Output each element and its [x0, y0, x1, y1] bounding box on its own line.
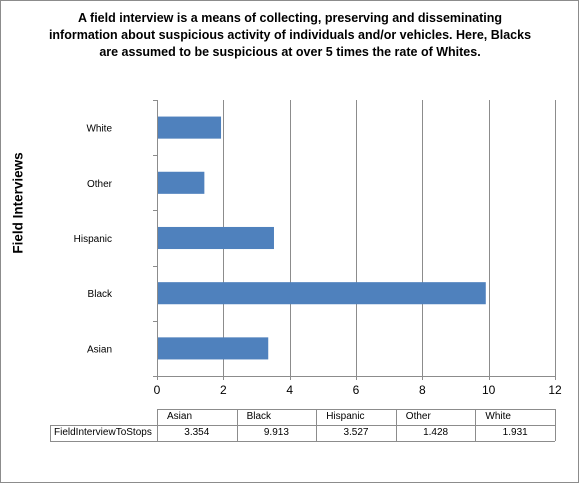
bar-other: [158, 171, 205, 194]
chart-title-line-1: A field interview is a means of collecti…: [78, 11, 502, 25]
y-tick-label-white: White: [86, 124, 112, 135]
x-tick-label-4: 4: [286, 383, 293, 397]
x-tick-label-2: 2: [220, 383, 227, 397]
x-tick-label-12: 12: [548, 383, 562, 397]
x-tick-label-10: 10: [482, 383, 496, 397]
x-tick-label-0: 0: [154, 383, 161, 397]
x-tick-label-6: 6: [353, 383, 360, 397]
y-tick-label-black: Black: [88, 289, 113, 300]
y-tick-label-other: Other: [87, 179, 113, 190]
y-tick-label-hispanic: Hispanic: [74, 234, 112, 245]
chart-title-line-3: are assumed to be suspicious at over 5 t…: [99, 45, 481, 59]
chart-title-line-2: information about suspicious activity of…: [48, 28, 532, 42]
chart-title: A field interview is a means of collecti…: [40, 10, 540, 61]
x-tick-label-8: 8: [419, 383, 426, 397]
y-tick-label-asian: Asian: [87, 344, 112, 355]
bar-asian: [158, 337, 269, 360]
bar-hispanic: [158, 226, 274, 250]
bar-white: [158, 116, 222, 139]
bar-black: [158, 282, 486, 305]
